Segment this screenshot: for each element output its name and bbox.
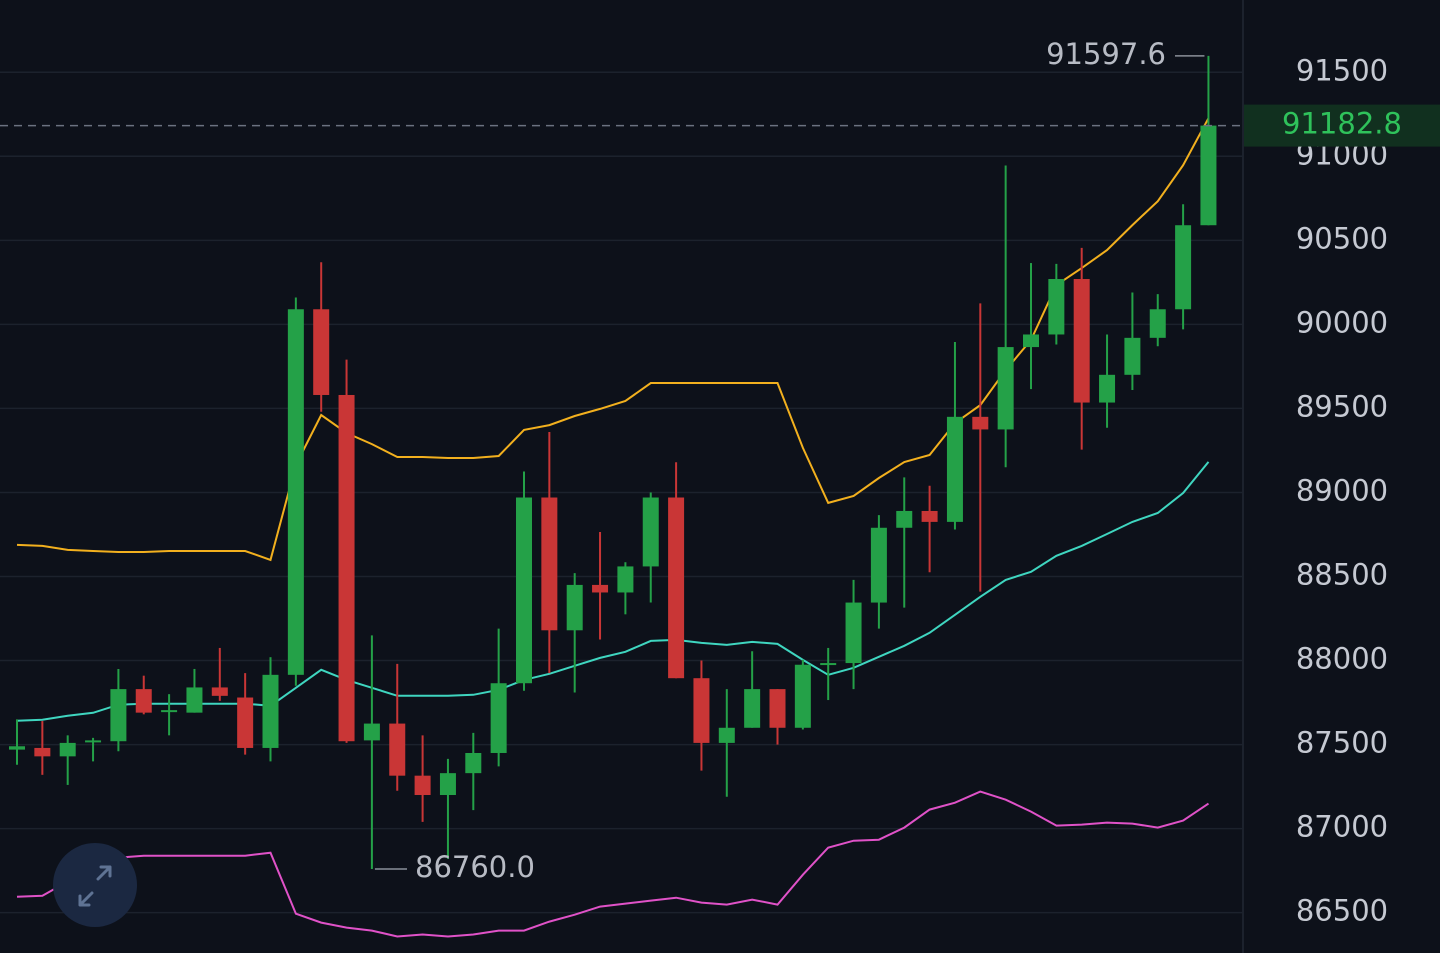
candle-body [1073, 279, 1090, 403]
y-tick-label: 90500 [1296, 221, 1388, 255]
candle-body [389, 723, 406, 776]
candle-body [161, 710, 178, 713]
candle-body [211, 687, 228, 696]
last-price-label: 91182.8 [1282, 107, 1402, 141]
candle-body [870, 527, 887, 603]
candle-body [794, 664, 811, 728]
candle-body [972, 416, 989, 430]
candle-body [363, 723, 380, 741]
button-circle[interactable] [53, 843, 137, 927]
candle-body [34, 747, 51, 757]
candle-body [896, 510, 913, 528]
candle-body [921, 510, 938, 522]
low-label: 86760.0 [415, 850, 535, 884]
candle-body [820, 663, 837, 666]
labels: 86500 87000 87500 88000 88500 89000 89500 90000… [0, 37, 1440, 928]
candle-body [1175, 225, 1192, 310]
candle-body [516, 497, 532, 684]
candle-body [338, 394, 355, 742]
candle-body [617, 566, 634, 593]
candle-body [237, 697, 254, 748]
candle-body [592, 584, 609, 593]
y-tick-label: 87000 [1296, 810, 1388, 844]
band-line [16, 790, 1210, 938]
y-tick-label: 91500 [1296, 53, 1388, 87]
candle-body [769, 689, 786, 728]
candle-body [744, 689, 761, 728]
y-tick-label: 86500 [1296, 894, 1388, 928]
candle-body [490, 683, 507, 753]
candle-body [1149, 309, 1166, 338]
candle-body [465, 752, 482, 774]
candle-body [59, 742, 76, 757]
candle-body [1124, 337, 1141, 375]
candle-body [439, 773, 456, 796]
candle-body [313, 309, 330, 395]
candle-body [135, 689, 152, 713]
candle-body [997, 347, 1014, 430]
candle-body [946, 416, 963, 522]
candle-body [845, 602, 862, 664]
candle-body [287, 309, 304, 675]
last-price-box [1244, 104, 1440, 147]
candle-body [186, 687, 203, 713]
band-line [16, 461, 1210, 722]
candle-body [1023, 334, 1039, 348]
candle-body [110, 689, 127, 742]
candle-body [1048, 279, 1065, 335]
candle-body [718, 727, 735, 743]
candle-body [642, 497, 659, 567]
high-label: 91597.6 [1046, 37, 1166, 71]
y-tick-label: 87500 [1296, 726, 1388, 760]
candle-body [1200, 125, 1217, 226]
candle-body [262, 674, 279, 748]
candle-body [693, 678, 710, 743]
candle-body [414, 775, 431, 796]
candles [9, 55, 1217, 869]
y-tick-label: 88000 [1296, 642, 1388, 676]
candle-body [541, 497, 558, 631]
y-tick-label: 88500 [1296, 558, 1388, 592]
candle-body [1099, 374, 1116, 403]
expand-button[interactable] [53, 843, 137, 927]
candle-body [668, 497, 685, 679]
y-tick-label: 89000 [1296, 473, 1388, 507]
candle-body [85, 740, 102, 743]
y-tick-label: 89500 [1296, 389, 1388, 423]
expand-icon [78, 865, 112, 907]
candle-body [9, 746, 25, 750]
y-tick-label: 90000 [1296, 305, 1388, 339]
candle-body [566, 584, 583, 631]
